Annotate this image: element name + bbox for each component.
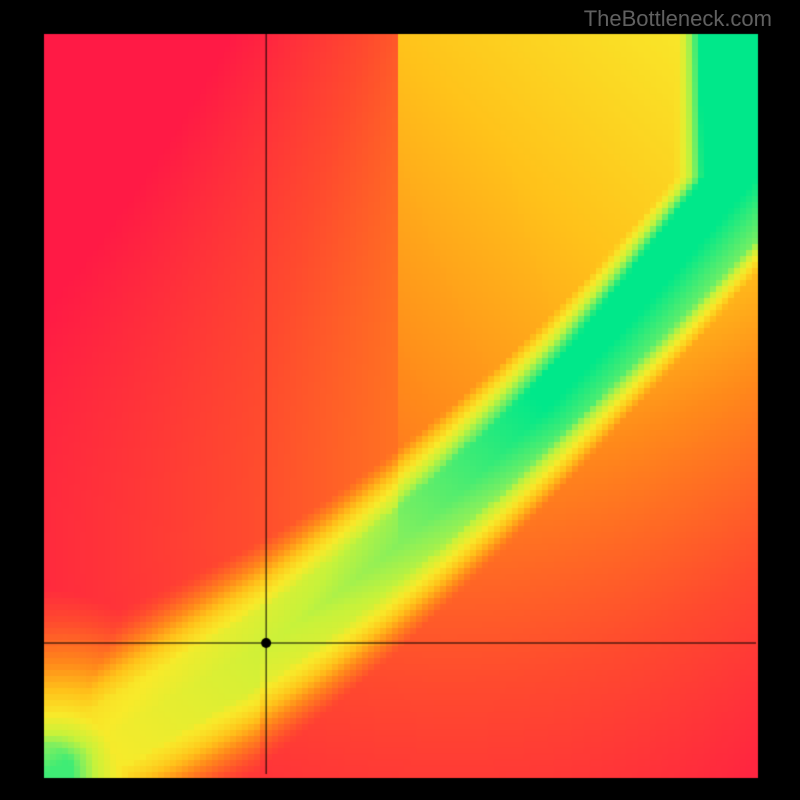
bottleneck-heatmap	[0, 0, 800, 800]
chart-container: TheBottleneck.com	[0, 0, 800, 800]
watermark-text: TheBottleneck.com	[584, 6, 772, 32]
